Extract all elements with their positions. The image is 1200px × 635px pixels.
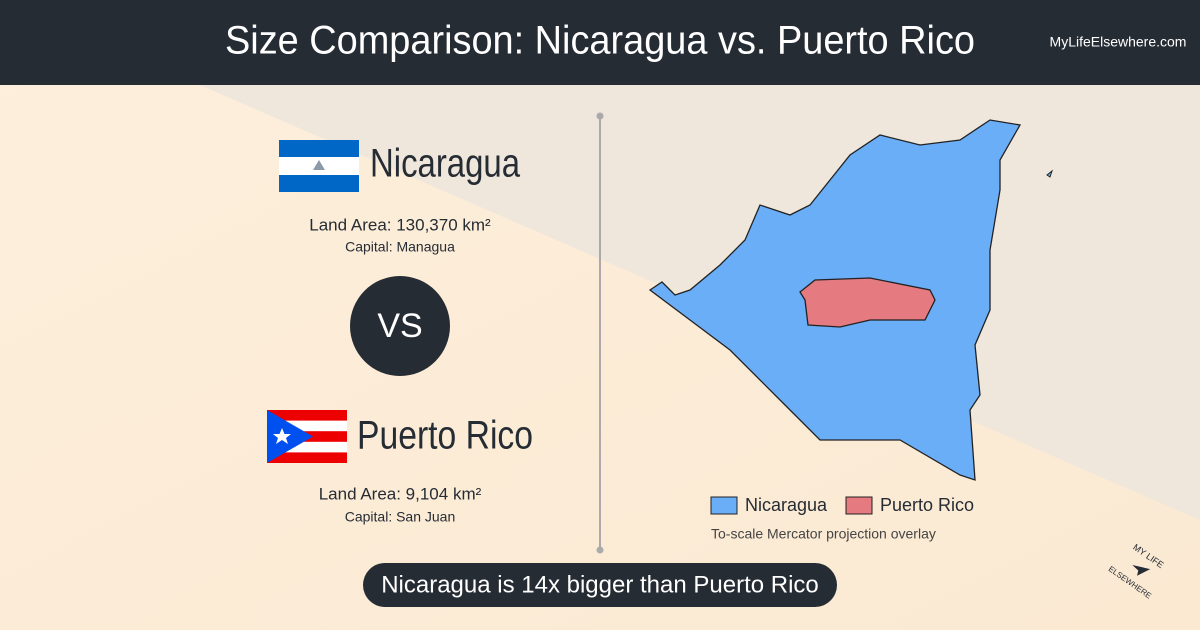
divider-end — [596, 112, 604, 120]
land-area: Land Area: 130,370 km² — [309, 215, 491, 234]
map-island — [1046, 169, 1054, 178]
flag-puerto-rico — [267, 410, 347, 463]
legend-note: To-scale Mercator projection overlay — [711, 526, 936, 542]
country-name: Puerto Rico — [357, 414, 533, 458]
country-name: Nicaragua — [370, 142, 521, 186]
land-area: Land Area: 9,104 km² — [319, 484, 482, 503]
site-name: MyLifeElsewhere.com — [1050, 34, 1187, 50]
flag-nicaragua — [279, 140, 359, 192]
legend-label: Nicaragua — [745, 495, 828, 515]
vs-text: VS — [377, 307, 422, 345]
map-puerto-rico — [799, 277, 936, 328]
legend-label: Puerto Rico — [880, 495, 974, 515]
capital: Capital: San Juan — [345, 509, 456, 525]
header-bar — [0, 0, 1200, 85]
divider-end — [596, 546, 604, 554]
capital: Capital: Managua — [345, 239, 455, 255]
legend-swatch — [710, 496, 738, 515]
legend-swatch — [845, 496, 873, 515]
summary-pill — [363, 563, 837, 607]
vs-badge — [350, 276, 450, 376]
summary: Nicaragua is 14x bigger than Puerto Rico — [381, 571, 819, 598]
title: Size Comparison: Nicaragua vs. Puerto Ri… — [225, 19, 975, 63]
